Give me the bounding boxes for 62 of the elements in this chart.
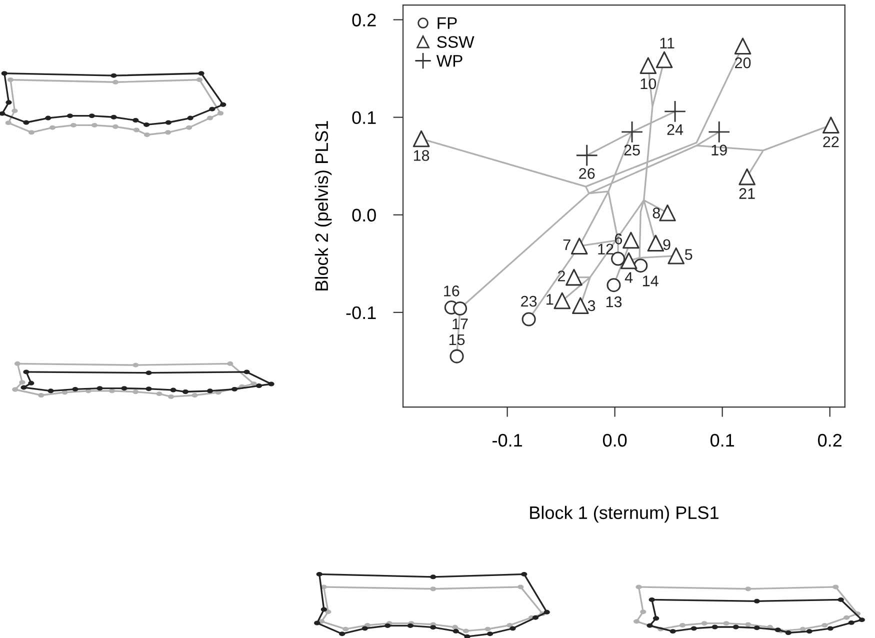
x-axis-title: Block 1 (sternum) PLS1 bbox=[530, 506, 718, 523]
point bbox=[412, 130, 430, 148]
annotation: 9 bbox=[663, 239, 670, 250]
x-tick-label: -0.1 bbox=[492, 434, 522, 447]
point bbox=[656, 51, 673, 68]
point bbox=[570, 238, 588, 254]
legend-label: FP bbox=[438, 17, 457, 29]
point bbox=[664, 101, 686, 122]
point bbox=[452, 301, 468, 316]
y-tick-label: 0.0 bbox=[352, 208, 376, 222]
legend-label: SSW bbox=[437, 36, 474, 48]
annotation: 6 bbox=[614, 234, 622, 244]
annotation: 16 bbox=[444, 286, 460, 296]
x-tick-label: 0.2 bbox=[818, 434, 842, 447]
point bbox=[734, 38, 752, 54]
annotation: 23 bbox=[521, 296, 537, 307]
annotation: 2 bbox=[558, 270, 565, 282]
annotation: 25 bbox=[624, 144, 640, 156]
annotation: 24 bbox=[667, 124, 684, 135]
y-tick-label: 0.1 bbox=[352, 111, 376, 124]
annotation: 3 bbox=[588, 300, 596, 312]
point bbox=[566, 268, 582, 286]
point bbox=[522, 312, 536, 326]
point bbox=[450, 349, 464, 364]
point bbox=[640, 57, 657, 74]
annotation: 13 bbox=[606, 296, 622, 308]
legend-label: WP bbox=[436, 55, 462, 67]
annotation: 22 bbox=[823, 136, 839, 148]
annotation: 26 bbox=[579, 168, 595, 179]
annotation: 10 bbox=[640, 78, 656, 90]
annotation: 21 bbox=[739, 188, 755, 199]
x-tick-label: 0.0 bbox=[602, 434, 627, 447]
y-tick-label: 0.2 bbox=[352, 14, 376, 26]
annotation: 17 bbox=[452, 318, 468, 330]
point bbox=[634, 258, 648, 273]
annotation: 14 bbox=[643, 276, 658, 286]
annotation: 15 bbox=[449, 334, 465, 346]
point bbox=[572, 297, 589, 314]
annotation: 12 bbox=[598, 244, 614, 254]
annotation: 1 bbox=[546, 294, 554, 305]
annotation: 18 bbox=[414, 150, 430, 161]
point bbox=[622, 122, 642, 142]
point bbox=[822, 116, 840, 134]
point bbox=[576, 144, 598, 166]
x-tick-label: 0.1 bbox=[710, 434, 734, 447]
annotation: 7 bbox=[563, 240, 570, 250]
point bbox=[708, 122, 730, 142]
annotation: 19 bbox=[712, 144, 727, 156]
point bbox=[738, 168, 756, 186]
annotation: 20 bbox=[735, 57, 751, 68]
point bbox=[620, 252, 638, 270]
point bbox=[606, 278, 621, 292]
annotation: 8 bbox=[652, 208, 660, 218]
annotation: 4 bbox=[624, 272, 633, 283]
point bbox=[659, 204, 676, 222]
y-tick-label: -0.1 bbox=[346, 306, 376, 320]
point bbox=[554, 292, 571, 310]
point bbox=[622, 232, 640, 249]
point bbox=[647, 234, 664, 252]
y-axis-title: Block 2 (pelvis) PLS1 bbox=[314, 121, 332, 290]
annotation: 5 bbox=[684, 249, 692, 260]
annotation: 11 bbox=[660, 38, 674, 48]
